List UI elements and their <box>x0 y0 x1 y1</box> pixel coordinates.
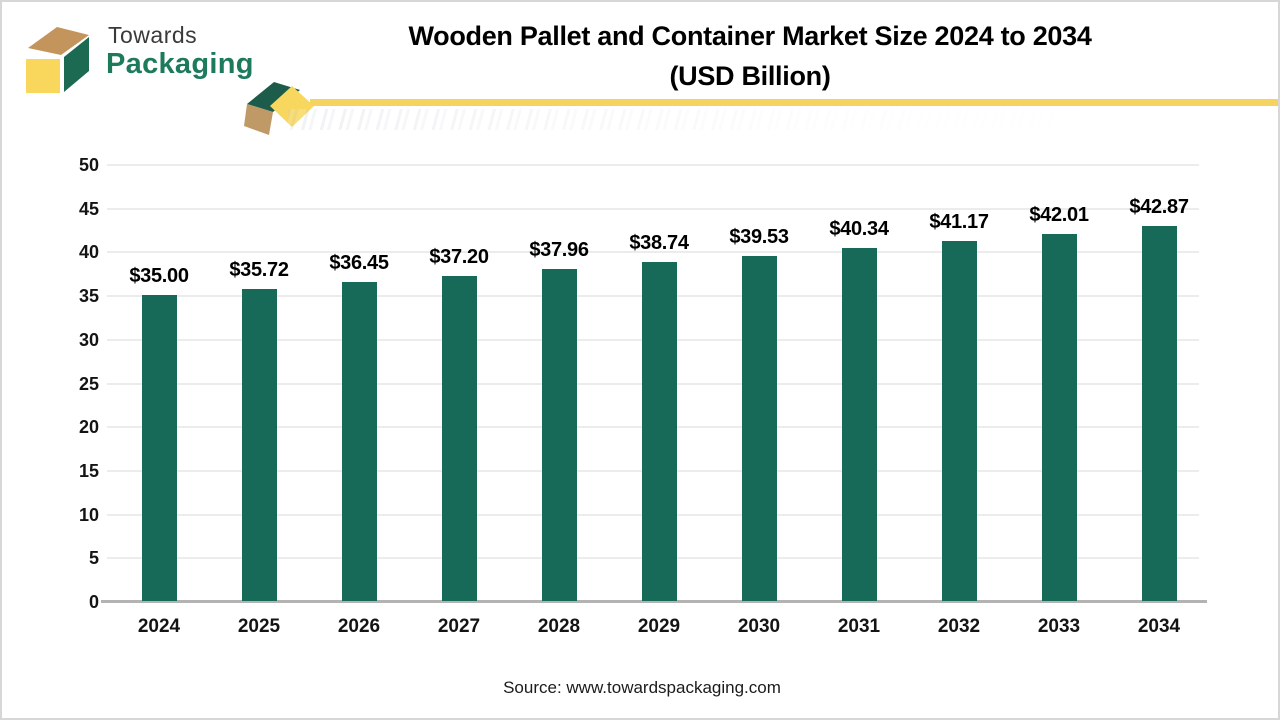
bar-2027 <box>441 275 477 601</box>
source-text: Source: www.towardspackaging.com <box>503 678 781 697</box>
x-tick-label-2024: 2024 <box>137 616 181 637</box>
brand-name-bottom: Packaging <box>106 48 254 80</box>
x-tick-label-2029: 2029 <box>637 616 681 637</box>
bar-value-label-2034: $42.87 <box>1129 196 1189 219</box>
y-tick-label-45: 45 <box>78 198 99 219</box>
y-tick-label-5: 5 <box>88 548 99 569</box>
y-tick-label-35: 35 <box>78 286 99 307</box>
chevron-green-face <box>247 82 300 112</box>
gridline-y-50 <box>107 164 1199 166</box>
bar-value-label-2024: $35.00 <box>129 265 189 288</box>
chevron-tan-face <box>244 104 273 135</box>
bar-2031 <box>841 248 877 601</box>
bar-2026 <box>341 282 377 601</box>
box-logo-icon <box>26 27 89 93</box>
box-right-face <box>64 37 89 92</box>
bar-2030 <box>741 255 777 601</box>
bar-2025 <box>241 288 277 601</box>
bar-value-label-2026: $36.45 <box>329 252 389 275</box>
y-tick-label-40: 40 <box>78 242 99 263</box>
x-tick-label-2028: 2028 <box>537 616 581 637</box>
divider-yellow-rule <box>310 99 1278 106</box>
y-tick-label-0: 0 <box>88 592 99 612</box>
x-tick-label-2026: 2026 <box>337 616 381 637</box>
bar-value-label-2031: $40.34 <box>829 218 889 241</box>
y-tick-label-30: 30 <box>78 329 99 350</box>
brand-logo: Towards Packaging <box>16 10 316 100</box>
chart-title-line1: Wooden Pallet and Container Market Size … <box>408 21 1092 51</box>
bar-value-label-2025: $35.72 <box>229 258 289 281</box>
box-front-face <box>26 59 60 93</box>
y-tick-label-20: 20 <box>78 417 99 438</box>
y-tick-label-50: 50 <box>78 155 99 175</box>
bar-2028 <box>541 269 577 601</box>
bar-value-label-2030: $39.53 <box>729 225 789 248</box>
x-tick-label-2033: 2033 <box>1037 616 1081 637</box>
chart-title: Wooden Pallet and Container Market Size … <box>222 16 1278 96</box>
y-tick-label-25: 25 <box>78 373 99 394</box>
divider-chevron-icon <box>244 82 314 135</box>
bar-2034 <box>1141 226 1177 601</box>
x-tick-label-2031: 2031 <box>837 616 881 637</box>
y-tick-label-15: 15 <box>78 460 99 481</box>
bar-value-label-2028: $37.96 <box>529 239 589 262</box>
x-tick-label-2027: 2027 <box>437 616 481 637</box>
bar-2032 <box>941 241 977 601</box>
bar-2024 <box>141 295 177 601</box>
box-top-face <box>28 27 89 55</box>
x-tick-label-2025: 2025 <box>237 616 281 637</box>
watermark-pattern <box>288 109 1233 130</box>
bar-value-label-2029: $38.74 <box>629 232 689 255</box>
x-tick-label-2030: 2030 <box>737 616 781 637</box>
x-tick-label-2032: 2032 <box>937 616 981 637</box>
gridline-y-40 <box>107 251 1199 254</box>
bar-2033 <box>1041 233 1077 601</box>
x-tick-label-2034: 2034 <box>1137 616 1181 637</box>
gridline-y-45 <box>107 207 1199 210</box>
chevron-yellow-diamond <box>270 86 314 127</box>
chart-title-line2: (USD Billion) <box>669 61 831 91</box>
y-tick-label-10: 10 <box>78 504 99 525</box>
bar-chart-plot-area: 0 5 10 15 20 25 30 35 40 45 50 $35.00 2024 $35.72 2025… <box>79 155 1207 637</box>
bar-2029 <box>641 262 677 601</box>
bar-value-label-2027: $37.20 <box>429 245 489 268</box>
bar-value-label-2033: $42.01 <box>1029 203 1089 226</box>
x-axis-line <box>101 600 1207 603</box>
bar-value-label-2032: $41.17 <box>929 211 989 234</box>
brand-name-top: Towards <box>108 22 198 48</box>
